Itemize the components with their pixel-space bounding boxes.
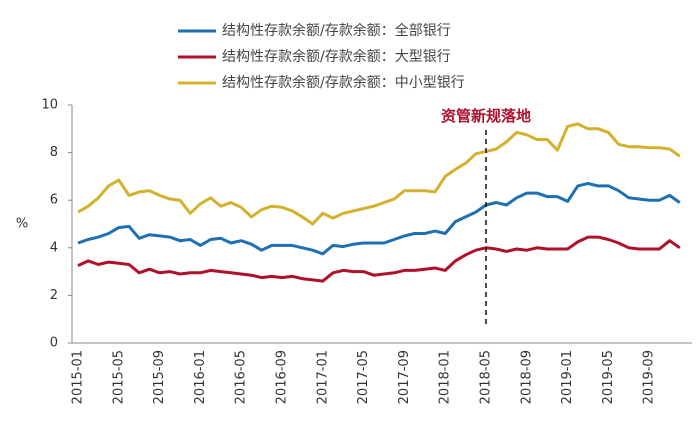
- legend-label: 结构性存款余额/存款余额：全部银行: [222, 22, 451, 39]
- annotation: 资管新规落地: [441, 107, 531, 125]
- legend: 结构性存款余额/存款余额：全部银行结构性存款余额/存款余额：大型银行结构性存款余…: [178, 22, 465, 91]
- y-tick-label: 0: [50, 336, 58, 351]
- y-tick-label: 4: [50, 240, 58, 255]
- x-tick-label: 2018-05: [479, 350, 494, 404]
- x-tick-label: 2016-09: [275, 350, 290, 404]
- x-tick-label: 2015-01: [71, 350, 86, 404]
- x-tick-label: 2017-05: [356, 350, 371, 404]
- series-line: [77, 182, 681, 256]
- x-tick-label: 2015-09: [152, 350, 167, 404]
- y-tick-label: 6: [50, 193, 58, 208]
- series-line: [77, 122, 681, 226]
- x-tick-label: 2015-05: [111, 350, 126, 404]
- x-tick-label: 2018-01: [438, 350, 453, 404]
- x-tick-label: 2019-01: [560, 350, 575, 404]
- legend-label: 结构性存款余额/存款余额：大型银行: [222, 48, 451, 65]
- legend-label: 结构性存款余额/存款余额：中小型银行: [222, 74, 465, 91]
- x-tick-label: 2019-05: [601, 350, 616, 404]
- y-tick-label: 10: [41, 98, 58, 113]
- series-line: [77, 235, 681, 283]
- x-tick-label: 2019-09: [642, 350, 657, 404]
- x-tick-label: 2017-09: [397, 350, 412, 404]
- x-tick-label: 2017-01: [315, 350, 330, 404]
- y-tick-label: 8: [50, 145, 58, 160]
- y-tick-label: 2: [50, 288, 58, 303]
- x-tick-label: 2016-05: [234, 350, 249, 404]
- x-tick-label: 2018-09: [519, 350, 534, 404]
- y-axis-label: %: [16, 217, 28, 232]
- x-tick-label: 2016-01: [193, 350, 208, 404]
